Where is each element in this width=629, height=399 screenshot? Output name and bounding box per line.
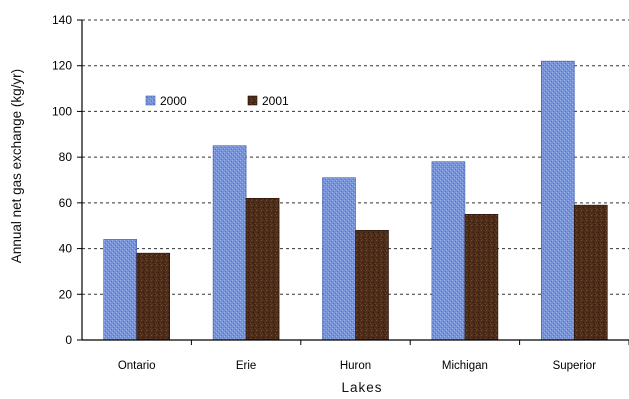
x-category-labels: Ontario Erie Huron Michigan Superior <box>118 360 596 372</box>
bar-2001-huron <box>355 229 389 341</box>
x-axis-title: Lakes <box>341 380 382 395</box>
y-tick-label: 40 <box>59 242 73 256</box>
y-tick-label: 120 <box>52 59 72 73</box>
y-tick-labels: 0 20 40 60 80 100 120 140 <box>52 13 72 347</box>
y-axis-title: Annual net gas exchange (kg/yr) <box>9 69 24 263</box>
bar-2000-michigan <box>431 161 466 341</box>
bar-2001-superior <box>573 204 608 341</box>
legend: 2000 2001 <box>145 94 289 108</box>
legend-swatch-2001 <box>247 95 258 106</box>
bar-2000-huron <box>322 177 356 341</box>
bar-2001-michigan <box>464 213 499 341</box>
bar-2000-erie <box>212 145 247 341</box>
legend-label-2000: 2000 <box>160 94 187 108</box>
bar-2000-ontario <box>103 239 137 341</box>
legend-label-2001: 2001 <box>262 94 289 108</box>
gridlines <box>82 19 629 295</box>
bar-2001-erie <box>245 197 280 341</box>
x-category-label: Superior <box>553 360 597 372</box>
x-category-label: Ontario <box>118 360 156 372</box>
y-tick-label: 60 <box>59 196 73 210</box>
y-tick-label: 20 <box>59 287 73 301</box>
bars <box>103 60 608 341</box>
y-tick-label: 80 <box>59 150 73 164</box>
axes <box>77 19 629 345</box>
y-tick-label: 140 <box>52 13 72 27</box>
legend-swatch-2000 <box>145 95 156 106</box>
bar-2000-superior <box>540 60 575 341</box>
y-tick-label: 100 <box>52 104 72 118</box>
x-category-label: Erie <box>236 360 256 372</box>
x-category-label: Michigan <box>442 360 488 372</box>
x-category-label: Huron <box>340 360 371 372</box>
y-tick-label: 0 <box>65 333 72 347</box>
bar-2001-ontario <box>136 252 170 341</box>
